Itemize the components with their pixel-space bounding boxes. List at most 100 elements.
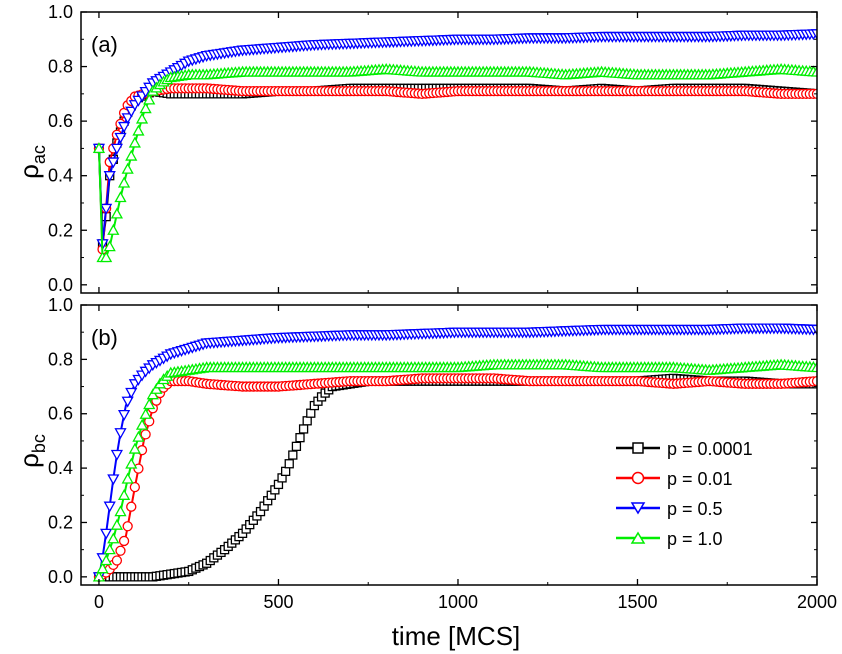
data-point-triangle-down [103, 171, 116, 183]
panel-b-label: (b) [91, 325, 118, 350]
data-point-triangle-up [132, 430, 145, 442]
data-point-triangle-down [110, 143, 124, 155]
data-point-triangle-up [132, 124, 145, 136]
data-point-triangle-up [135, 112, 149, 124]
data-point-triangle-up [128, 442, 141, 454]
data-point-triangle-up [810, 361, 817, 373]
legend-marker-circle [631, 471, 645, 485]
series-p-0-01 [93, 83, 817, 255]
y-tick-label: 0.8 [48, 57, 73, 77]
legend-label-p-0-0001: p = 0.0001 [667, 439, 753, 459]
data-point-triangle-up [121, 472, 134, 484]
y-tick-label: 0.0 [48, 567, 73, 587]
data-point-triangle-down [100, 528, 113, 540]
series-p-0-01 [93, 373, 817, 582]
data-point-triangle-up [114, 505, 127, 517]
data-point-triangle-up [139, 102, 152, 114]
data-point-circle [140, 429, 151, 440]
data-point-triangle-up [100, 251, 113, 263]
y-tick-label: 0.4 [48, 458, 73, 478]
data-point-circle [115, 545, 126, 556]
data-point-circle [811, 375, 817, 387]
data-point-circle [126, 501, 137, 512]
data-point-square [284, 459, 294, 469]
plot-area-b: 0 500 1000 1500 2000 0.0 0.2 0.4 0.6 0.8 1.0 [48, 295, 837, 612]
data-point-square [280, 466, 291, 477]
data-point-circle [122, 521, 133, 532]
data-point-triangle-down [117, 121, 131, 133]
series-p-1-0 [92, 358, 817, 582]
y-tick-label: 0.6 [48, 111, 73, 131]
data-point-triangle-up [135, 418, 149, 430]
data-point-triangle-down [117, 409, 131, 421]
x-tick-label: 1500 [617, 592, 657, 612]
data-point-square [291, 441, 302, 452]
data-point-triangle-down [100, 203, 113, 215]
data-point-triangle-down [107, 474, 120, 486]
data-point-triangle-up [110, 207, 124, 219]
data-point-triangle-down [114, 428, 127, 440]
series-line [98, 87, 817, 250]
data-point-square [306, 408, 316, 418]
legend-label-p-0-01: p = 0.01 [667, 469, 733, 489]
legend-item-p-1-0: p = 1.0 [616, 529, 723, 549]
data-point-triangle-down [121, 396, 134, 408]
plot-frame [80, 11, 818, 294]
data-point-triangle-up [92, 142, 106, 154]
data-point-circle [129, 481, 141, 493]
x-tick-label: 2000 [797, 592, 837, 612]
data-point-triangle-down [810, 29, 817, 41]
y-tick-label: 0.0 [48, 275, 73, 295]
legend-label-p-1-0: p = 1.0 [667, 529, 723, 549]
legend-label-p-0-5: p = 0.5 [667, 499, 723, 519]
legend-marker-triangle-down [630, 502, 646, 515]
legend-marker-triangle-up [630, 531, 646, 544]
y-tick-label: 0.8 [48, 349, 73, 369]
data-point-triangle-down [121, 113, 134, 125]
series-line [98, 32, 817, 245]
data-point-triangle-up [150, 382, 163, 394]
legend-item-p-0-01: p = 0.01 [616, 469, 733, 489]
data-point-triangle-up [114, 191, 127, 203]
data-point-triangle-up [96, 562, 109, 574]
data-point-triangle-up [107, 532, 120, 544]
data-point-square [288, 450, 298, 460]
x-tick-label: 500 [263, 592, 293, 612]
data-point-triangle-up [110, 518, 124, 530]
y-tick-label: 0.2 [48, 220, 73, 240]
series-p-0-0001 [94, 83, 817, 249]
data-point-triangle-up [100, 554, 113, 566]
panel-a: 0.0 0.2 0.4 0.6 0.8 1.0 (a) ρac [14, 2, 818, 295]
data-point-triangle-up [103, 240, 116, 252]
plot-frame [80, 304, 818, 586]
data-point-triangle-up [125, 149, 138, 161]
data-point-circle [111, 555, 123, 566]
data-point-triangle-down [110, 449, 124, 461]
data-point-triangle-up [143, 93, 156, 105]
data-point-triangle-down [107, 157, 120, 169]
y-axis-title-b: ρbc [14, 434, 49, 468]
data-point-triangle-up [117, 176, 131, 188]
panel-a-label: (a) [91, 32, 118, 57]
legend: p = 0.0001 p = 0.01 p = 0.5 p = 1.0 [616, 439, 753, 549]
y-axis-title-a: ρac [14, 145, 49, 179]
data-point-square [302, 416, 312, 426]
data-point-triangle-up [128, 136, 141, 148]
legend-item-p-0-5: p = 0.5 [616, 499, 723, 519]
data-point-square [298, 424, 309, 434]
data-point-triangle-up [143, 398, 156, 410]
data-point-triangle-up [139, 407, 152, 419]
data-point-triangle-up [103, 543, 116, 555]
y-tick-label: 0.2 [48, 512, 73, 532]
data-point-triangle-down [125, 106, 138, 118]
x-tick-label: 1000 [438, 592, 478, 612]
series-p-0-5 [92, 323, 817, 584]
x-axis-title: time [MCS] [392, 621, 521, 651]
plot-area-a: 0.0 0.2 0.4 0.6 0.8 1.0 [48, 2, 818, 295]
data-point-triangle-up [146, 388, 159, 400]
legend-marker-square [632, 442, 644, 454]
panel-b: 0 500 1000 1500 2000 0.0 0.2 0.4 0.6 0.8 1.0 (b) ρ… [14, 295, 837, 651]
data-point-triangle-up [810, 65, 817, 77]
data-point-triangle-down [114, 132, 127, 144]
y-tick-label: 1.0 [48, 2, 73, 22]
